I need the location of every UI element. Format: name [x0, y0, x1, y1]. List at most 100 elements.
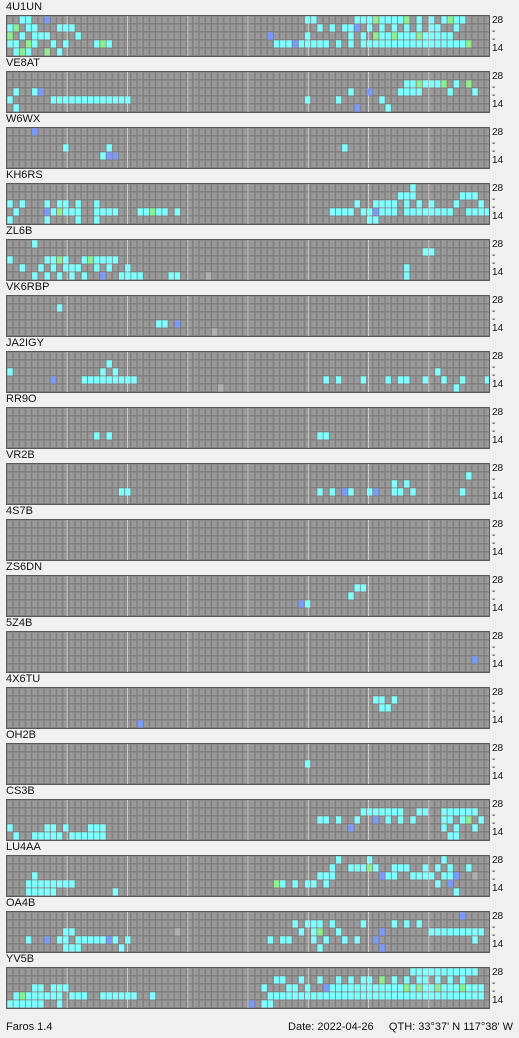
- grid-cell: [112, 192, 118, 200]
- grid-cell: [373, 312, 379, 320]
- grid-cell: [385, 216, 391, 224]
- signal-cell: [404, 24, 410, 32]
- signal-cell: [348, 32, 354, 40]
- signal-cell: [56, 24, 63, 32]
- grid-cell: [50, 632, 56, 640]
- signal-cell: [379, 200, 385, 208]
- grid-cell: [329, 264, 335, 272]
- grid-cell: [398, 320, 403, 328]
- grid-cell: [181, 32, 186, 40]
- grid-cell: [32, 192, 38, 200]
- grid-cell: [81, 208, 87, 216]
- grid-cell: [88, 304, 93, 312]
- grid-cell: [162, 360, 168, 368]
- grid-cell: [249, 88, 255, 96]
- grid-cell: [26, 88, 31, 96]
- grid-cell: [218, 152, 224, 160]
- grid-cell: [94, 136, 100, 144]
- grid-cell: [150, 416, 155, 424]
- grid-cell: [106, 216, 112, 224]
- grid-cell: [336, 408, 341, 416]
- grid-cell: [143, 240, 149, 248]
- grid-cell: [404, 352, 410, 360]
- grid-cell: [416, 576, 422, 584]
- grid-cell: [329, 520, 335, 528]
- band-scale: 28- -14: [492, 295, 519, 337]
- grid-cell: [106, 464, 112, 472]
- signal-cell: [354, 104, 360, 112]
- grid-cell: [261, 416, 267, 424]
- grid-cell: [106, 648, 112, 656]
- grid-cell: [398, 440, 403, 448]
- grid-cell: [360, 128, 366, 136]
- band-scale: 28- -14: [492, 463, 519, 505]
- grid-cell: [193, 80, 199, 88]
- grid-cell: [249, 632, 255, 640]
- grid-cell: [391, 600, 397, 608]
- grid-cell: [329, 592, 335, 600]
- grid-cell: [280, 408, 286, 416]
- grid-cell: [174, 24, 180, 32]
- grid-cell: [391, 296, 397, 304]
- grid-cell: [13, 464, 19, 472]
- grid-cell: [7, 88, 13, 96]
- grid-cell: [162, 480, 168, 488]
- signal-cell: [112, 256, 119, 264]
- grid-cell: [447, 520, 453, 528]
- grid-cell: [57, 424, 62, 432]
- grid-cell: [429, 416, 434, 424]
- grid-cell: [137, 440, 143, 448]
- grid-cell: [32, 552, 38, 560]
- grid-cell: [26, 432, 31, 440]
- grid-cell: [112, 408, 118, 416]
- grid-cell: [7, 240, 13, 248]
- grid-cell: [32, 544, 38, 552]
- grid-cell: [150, 304, 155, 312]
- grid-cell: [7, 360, 13, 368]
- grid-cell: [26, 192, 31, 200]
- grid-cell: [422, 184, 428, 192]
- grid-cell: [7, 264, 13, 272]
- grid-cell: [187, 80, 193, 88]
- grid-cell: [38, 200, 44, 208]
- grid-cell: [354, 48, 360, 56]
- grid-cell: [193, 600, 199, 608]
- scale-tick: -: [492, 314, 496, 325]
- grid-cell: [373, 528, 379, 536]
- grid-cell: [391, 184, 397, 192]
- grid-cell: [156, 328, 162, 336]
- grid-cell: [484, 640, 489, 648]
- grid-cell: [261, 384, 267, 392]
- grid-cell: [422, 272, 428, 280]
- grid-cell: [398, 352, 403, 360]
- grid-cell: [367, 144, 372, 152]
- signal-cell: [404, 32, 410, 40]
- grid-cell: [348, 184, 354, 192]
- grid-cell: [57, 528, 62, 536]
- grid-cell: [38, 640, 44, 648]
- grid-cell: [460, 160, 465, 168]
- grid-cell: [398, 416, 403, 424]
- grid-cell: [162, 216, 168, 224]
- grid-cell: [19, 544, 25, 552]
- grid-cell: [162, 32, 168, 40]
- grid-cell: [38, 104, 44, 112]
- grid-cell: [286, 368, 292, 376]
- grid-cell: [69, 360, 75, 368]
- grid-cell: [373, 472, 379, 480]
- grid-cell: [348, 152, 354, 160]
- grid-cell: [150, 632, 155, 640]
- grid-cell: [267, 496, 273, 504]
- grid-cell: [261, 536, 267, 544]
- grid-cell: [224, 32, 230, 40]
- grid-cell: [181, 304, 186, 312]
- grid-cell: [187, 424, 193, 432]
- grid-cell: [336, 104, 341, 112]
- grid-cell: [484, 136, 489, 144]
- grid-cell: [292, 184, 298, 192]
- grid-cell: [391, 544, 397, 552]
- grid-cell: [416, 424, 422, 432]
- grid-cell: [112, 464, 118, 472]
- grid-cell: [100, 16, 106, 24]
- grid-cell: [75, 376, 81, 384]
